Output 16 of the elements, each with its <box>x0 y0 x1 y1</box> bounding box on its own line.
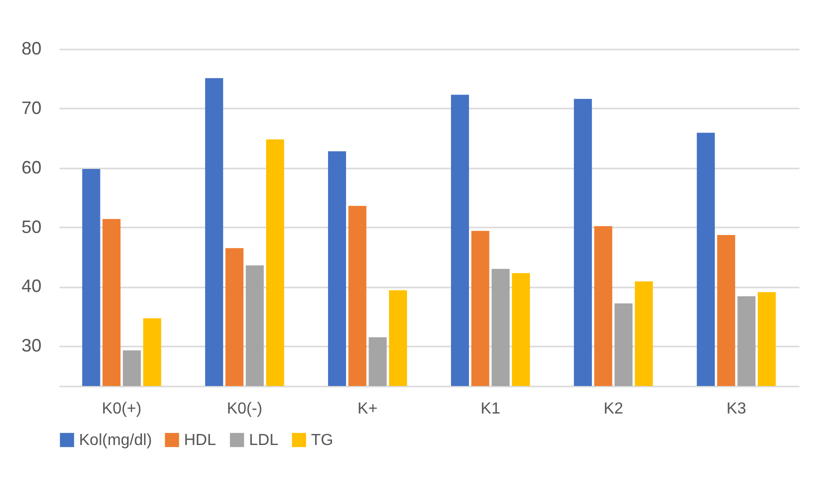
y-tick-label: 50 <box>21 216 42 237</box>
legend-label: LDL <box>249 432 278 449</box>
x-tick-label: K0(+) <box>102 400 142 418</box>
y-tick-label: 80 <box>21 38 42 58</box>
x-tick-label: K0(-) <box>226 400 262 418</box>
y-tick-label: 60 <box>21 157 42 178</box>
y-tick-label: 30 <box>21 336 42 356</box>
x-tick-label: K2 <box>604 400 624 418</box>
x-tick-label: K3 <box>726 400 746 418</box>
x-tick-label: K+ <box>358 400 378 418</box>
y-tick-label: 70 <box>21 98 42 118</box>
x-tick-label: K1 <box>480 400 500 418</box>
legend-label: TG <box>311 432 334 449</box>
legend-label: HDL <box>184 432 216 449</box>
legend-label: Kol(mg/dl) <box>79 432 152 449</box>
y-tick-label: 40 <box>21 276 42 296</box>
